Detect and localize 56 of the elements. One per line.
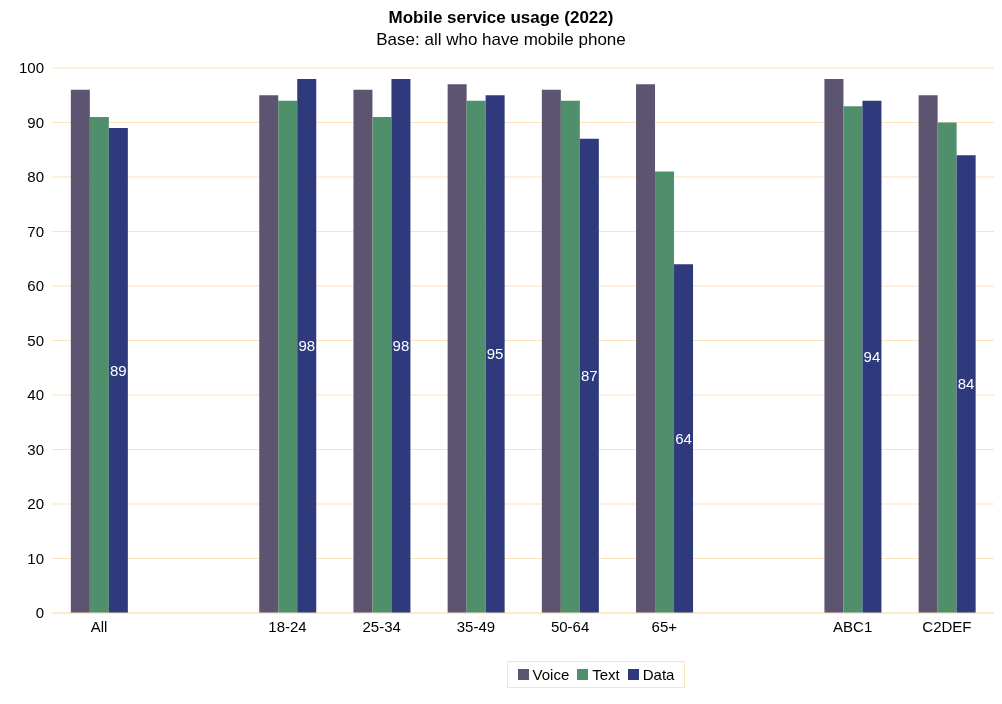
y-tick-label: 70 bbox=[27, 222, 44, 240]
legend-label: Data bbox=[641, 666, 675, 683]
bar bbox=[918, 95, 938, 613]
bar bbox=[466, 100, 486, 613]
y-tick-label: 80 bbox=[27, 168, 44, 186]
legend-label: Text bbox=[591, 666, 620, 683]
data-label: 98 bbox=[298, 337, 316, 355]
data-label: 84 bbox=[957, 375, 975, 393]
x-tick-label: 25-34 bbox=[362, 617, 401, 635]
bar bbox=[862, 100, 882, 613]
chart-title: Mobile service usage (2022) bbox=[387, 8, 615, 28]
legend-label: Voice bbox=[531, 666, 570, 683]
x-tick-label: All bbox=[90, 617, 108, 635]
bar bbox=[89, 117, 109, 613]
bar bbox=[843, 106, 863, 613]
x-tick-label: C2DEF bbox=[922, 617, 972, 635]
x-tick-label: 35-49 bbox=[456, 617, 496, 635]
bar bbox=[372, 117, 392, 613]
bar bbox=[485, 95, 505, 613]
bar bbox=[937, 122, 957, 613]
chart-subtitle: Base: all who have mobile phone bbox=[375, 30, 627, 50]
bar bbox=[108, 127, 128, 613]
bar bbox=[824, 78, 844, 613]
bar bbox=[447, 84, 467, 613]
bar bbox=[259, 95, 279, 613]
y-tick-label: 90 bbox=[27, 113, 44, 131]
bar bbox=[560, 100, 580, 613]
bar bbox=[297, 78, 317, 613]
data-label: 94 bbox=[863, 348, 881, 366]
y-tick-label: 20 bbox=[27, 495, 44, 513]
y-tick-label: 100 bbox=[18, 59, 44, 77]
bar bbox=[956, 155, 976, 613]
y-tick-label: 40 bbox=[27, 386, 44, 404]
x-tick-label: 18-24 bbox=[268, 617, 307, 635]
bar bbox=[541, 89, 561, 613]
bar bbox=[278, 100, 298, 613]
x-tick-label: 50-64 bbox=[550, 617, 590, 635]
y-tick-label: 30 bbox=[27, 440, 44, 458]
y-tick-label: 60 bbox=[27, 277, 44, 295]
bar bbox=[674, 264, 694, 613]
data-label: 89 bbox=[110, 361, 127, 379]
bar bbox=[636, 84, 656, 613]
x-tick-label: ABC1 bbox=[833, 617, 873, 635]
data-label: 95 bbox=[486, 345, 504, 363]
bar bbox=[655, 171, 675, 613]
data-label: 64 bbox=[675, 429, 692, 447]
y-tick-label: 50 bbox=[27, 331, 44, 349]
x-tick-label: 65+ bbox=[651, 617, 678, 635]
y-tick-label: 0 bbox=[35, 604, 44, 622]
bar bbox=[70, 89, 90, 613]
bar bbox=[391, 78, 411, 613]
bar bbox=[579, 138, 599, 613]
data-label: 87 bbox=[581, 367, 598, 385]
data-label: 98 bbox=[392, 337, 410, 355]
bar bbox=[353, 89, 373, 613]
y-tick-label: 10 bbox=[27, 549, 44, 567]
